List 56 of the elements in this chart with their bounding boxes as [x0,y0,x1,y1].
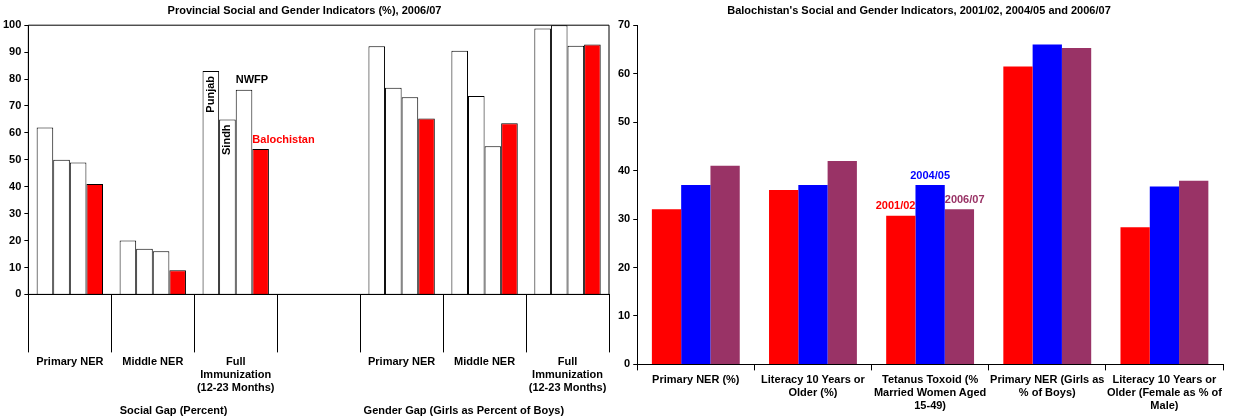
bar [1032,44,1062,364]
bar [1120,227,1150,364]
x-tick-label: Full Immunization (12-23 Months) [528,355,607,394]
x-tick-label: Full Immunization (12-23 Months) [196,355,275,394]
y-tick-label: 80 [9,72,22,85]
bar [1003,66,1033,364]
y-tick-label: 10 [9,260,22,273]
y-tick-label: 60 [617,66,631,79]
bar [651,209,682,364]
series-label: 2004/05 [910,168,950,181]
y-tick-label: 50 [9,152,22,165]
bar [1061,47,1092,364]
x-tick-label: Primary NER [36,355,104,368]
chart-title: Provincial Social and Gender Indicators (%), 2006/07 [167,3,442,16]
bar [681,185,711,364]
bar [798,185,828,364]
y-tick-label: 50 [617,115,631,128]
chart-title: Balochistan's Social and Gender Indicators, 2001/02, 2004/05 and 2006/07 [727,3,1111,16]
y-tick-label: 100 [2,18,22,31]
series-label: NWFP [235,73,269,86]
y-tick-label: 10 [617,308,631,321]
x-tick-label: Middle NER [454,355,516,368]
bar [827,160,857,364]
y-tick-label: 60 [9,125,22,138]
x-tick-label: Literacy 10 Years or Older (Female as % of Male) [1106,373,1223,412]
y-tick-label: 0 [15,287,22,300]
text: Gender Gap (Girls as Percent of Boys) [363,403,565,416]
x-tick-label: Literacy 10 Years or Older (%) [761,373,866,399]
series-label: Sindh [220,124,233,155]
series-label: 2001/02 [875,199,916,212]
y-tick-label: 0 [624,357,631,370]
bar [915,185,945,364]
bar [944,209,975,364]
bar [1179,180,1209,364]
series-label: 2006/07 [944,192,985,205]
bar [710,165,740,364]
x-tick-label: Primary NER (Girls as % of Boys) [990,373,1105,399]
y-tick-label: 30 [617,212,631,225]
x-tick-label: Middle NER [122,355,184,368]
y-tick-label: 90 [9,45,22,58]
bar [1149,186,1180,364]
y-tick-label: 30 [9,206,22,219]
x-tick-label: Primary NER (%) [652,373,740,386]
series-label: Punjab [203,75,216,113]
text: Social Gap (Percent) [119,403,228,416]
y-tick-label: 70 [9,98,22,111]
series-label: Balochistan [252,132,315,145]
y-tick-label: 40 [617,163,631,176]
x-tick-label: Tetanus Toxoid (% Married Women Aged 15-49) [873,373,987,412]
y-tick-label: 20 [617,260,631,273]
bar [886,215,916,364]
y-tick-label: 70 [617,18,631,31]
bar [769,189,799,364]
x-tick-label: Primary NER [367,355,436,368]
y-tick-label: 20 [9,233,22,246]
y-tick-label: 40 [9,179,22,192]
